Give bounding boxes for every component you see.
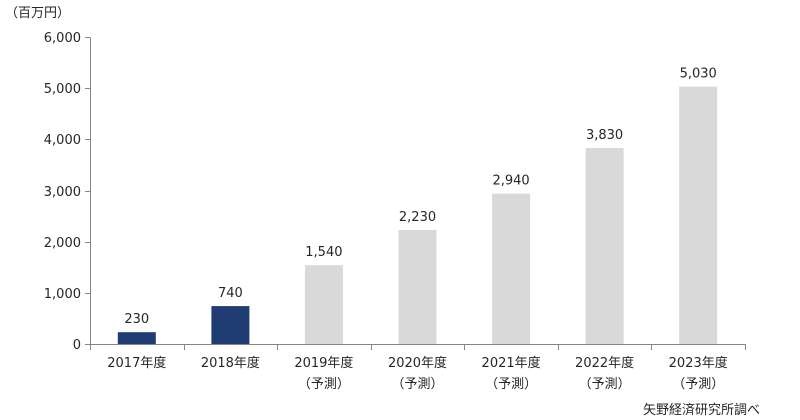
x-tick-label-5: 2021年度 bbox=[482, 355, 541, 371]
axes-group: 0 1,000 2,000 3,000 4,000 5,000 6,000 bbox=[44, 31, 746, 353]
bar-5 bbox=[492, 193, 531, 344]
labels-group: 230 2017年度 740 2018年度 1,540 2019年度 （予測） 2,230 20… bbox=[107, 67, 727, 392]
x-tick-sublabel-7: （予測） bbox=[672, 377, 724, 392]
y-tick-label: 1,000 bbox=[44, 287, 81, 302]
x-tick-label-7: 2023年度 bbox=[669, 355, 728, 371]
x-tick-label-6: 2022年度 bbox=[575, 355, 634, 371]
data-label-5: 2,940 bbox=[492, 174, 529, 189]
y-tick-label: 3,000 bbox=[44, 185, 81, 200]
bar-2 bbox=[211, 306, 250, 344]
bar-6 bbox=[585, 148, 624, 344]
bars-group bbox=[117, 86, 718, 344]
y-tick-label: 6,000 bbox=[44, 31, 81, 46]
x-tick-sublabel-6: （予測） bbox=[579, 377, 631, 392]
data-label-7: 5,030 bbox=[680, 67, 717, 82]
bar-1 bbox=[117, 332, 156, 344]
x-tick-label-4: 2020年度 bbox=[388, 355, 447, 371]
y-tick-label: 5,000 bbox=[44, 82, 81, 97]
x-tick-sublabel-5: （予測） bbox=[485, 377, 537, 392]
data-label-3: 1,540 bbox=[305, 245, 342, 260]
data-label-1: 230 bbox=[124, 312, 149, 327]
bar-3 bbox=[304, 265, 343, 344]
x-tick-sublabel-3: （予測） bbox=[298, 377, 350, 392]
bar-7 bbox=[679, 86, 718, 344]
y-axis-label: （百万円） bbox=[5, 6, 70, 21]
data-label-6: 3,830 bbox=[586, 128, 623, 143]
x-tick-sublabel-4: （予測） bbox=[391, 377, 443, 392]
x-tick-label-3: 2019年度 bbox=[294, 355, 353, 371]
y-tick-label: 0 bbox=[73, 338, 81, 353]
source-note: 矢野経済研究所調べ bbox=[643, 402, 760, 418]
y-tick-label: 2,000 bbox=[44, 236, 81, 251]
y-tick-label: 4,000 bbox=[44, 133, 81, 148]
bar-4 bbox=[398, 229, 437, 344]
x-tick-label-1: 2017年度 bbox=[107, 355, 166, 371]
data-label-4: 2,230 bbox=[399, 210, 436, 225]
x-tick-label-2: 2018年度 bbox=[201, 355, 260, 371]
data-label-2: 740 bbox=[218, 286, 243, 301]
